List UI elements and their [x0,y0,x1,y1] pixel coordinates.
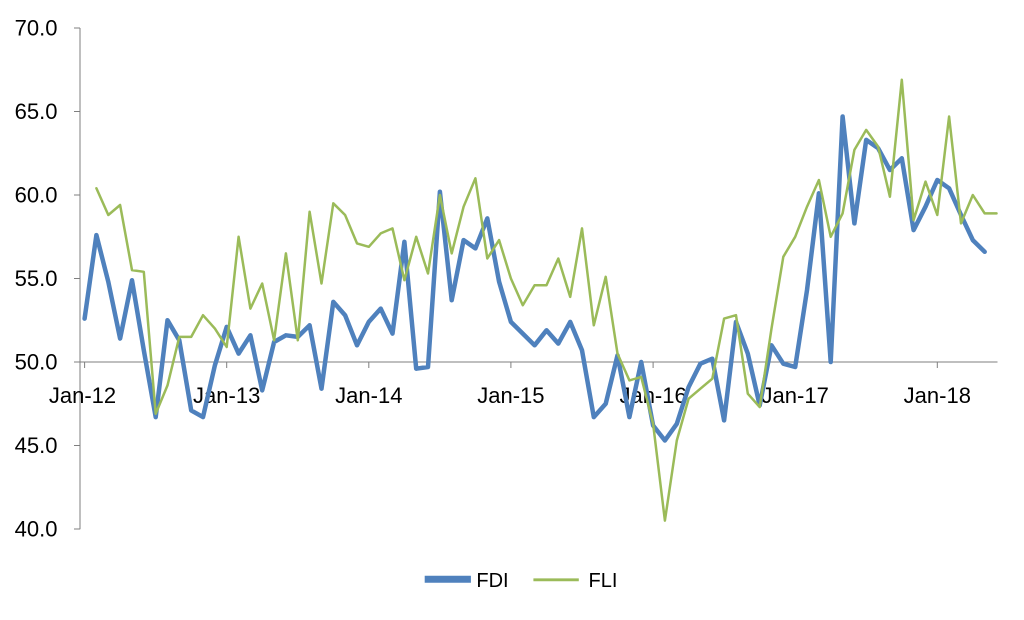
svg-text:40.0: 40.0 [15,517,58,542]
svg-text:FLI: FLI [589,570,618,592]
svg-text:70.0: 70.0 [15,16,58,41]
svg-text:45.0: 45.0 [15,433,58,458]
svg-text:50.0: 50.0 [15,350,58,375]
svg-text:55.0: 55.0 [15,266,58,291]
svg-text:60.0: 60.0 [15,183,58,208]
svg-text:Jan-14: Jan-14 [335,383,402,408]
svg-text:Jan-17: Jan-17 [762,383,829,408]
svg-text:Jan-15: Jan-15 [477,383,544,408]
svg-text:Jan-16: Jan-16 [619,383,686,408]
svg-text:65.0: 65.0 [15,99,58,124]
svg-text:Jan-12: Jan-12 [49,383,116,408]
svg-text:Jan-13: Jan-13 [193,383,260,408]
svg-text:Jan-18: Jan-18 [904,383,971,408]
svg-text:FDI: FDI [476,570,508,592]
